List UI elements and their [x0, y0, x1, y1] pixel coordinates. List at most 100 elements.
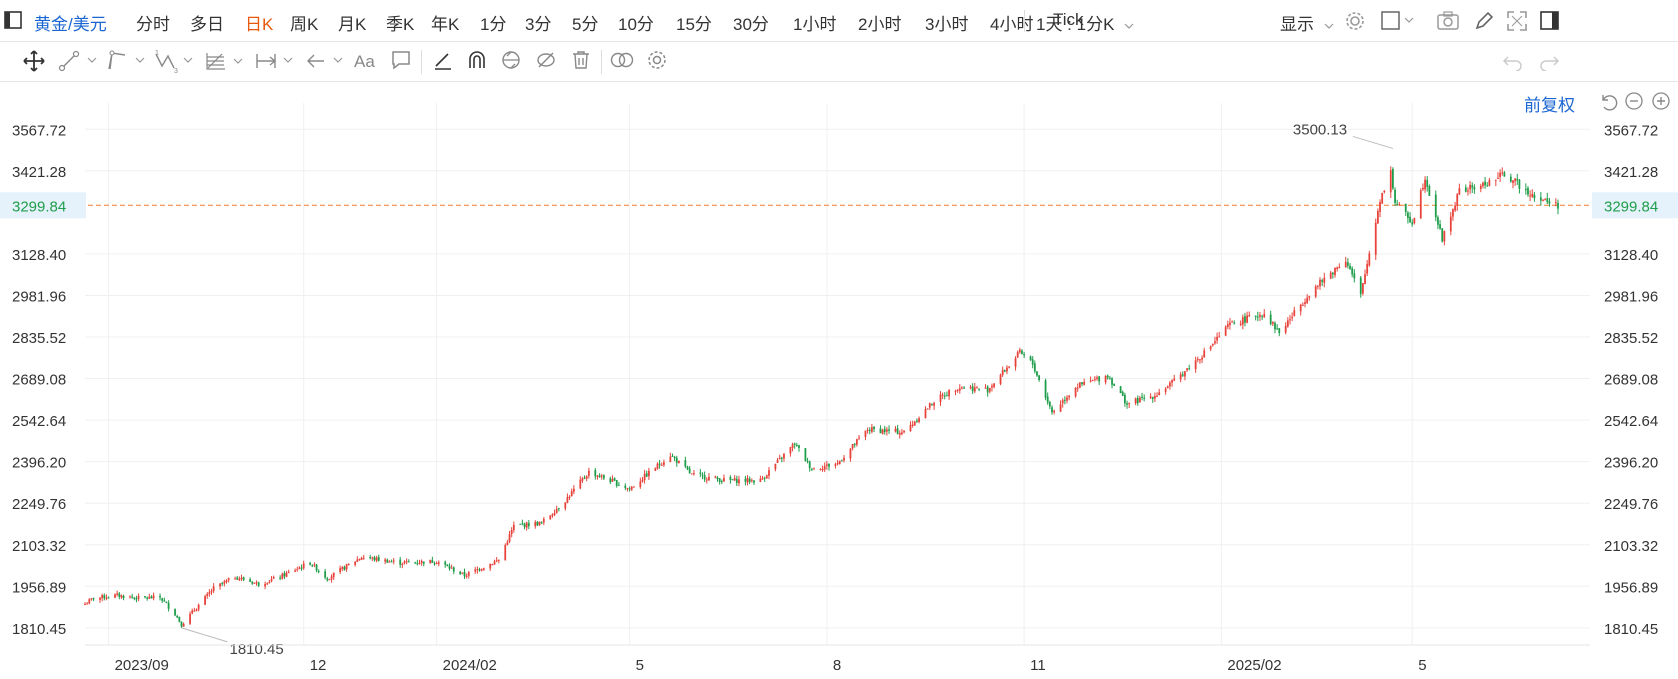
candle-body — [225, 580, 228, 583]
candle-body — [478, 569, 481, 571]
period-tab[interactable]: 3小时 — [925, 15, 969, 34]
candle-body — [1482, 182, 1484, 187]
candle-body — [978, 388, 980, 390]
candle-body — [1134, 398, 1137, 404]
period-tab[interactable]: 15分 — [676, 15, 712, 34]
candle-body — [969, 387, 972, 389]
pen-icon[interactable] — [432, 50, 454, 72]
trend-line-icon[interactable] — [58, 50, 102, 72]
display-dropdown[interactable]: 显示 — [1280, 10, 1335, 35]
adjust-type-button[interactable]: 前复权 — [1524, 96, 1575, 115]
candle-body — [255, 582, 258, 584]
fullscreen-icon[interactable] — [1506, 10, 1528, 32]
candle-body — [1441, 228, 1444, 242]
layout-icon[interactable] — [1381, 10, 1415, 32]
candle-body — [1396, 203, 1399, 206]
period-tab[interactable]: 10分 — [618, 15, 654, 34]
period-tab[interactable]: 1小时 — [793, 15, 837, 34]
trash-icon[interactable] — [570, 49, 592, 71]
candle-body — [270, 579, 273, 582]
candle-body — [131, 596, 134, 598]
candle-body — [941, 394, 944, 396]
sidebar-toggle-icon[interactable] — [4, 11, 22, 29]
candle-body — [339, 568, 342, 573]
candle-body — [1154, 396, 1156, 399]
text-icon[interactable]: Aa — [354, 50, 378, 72]
fibonacci-icon[interactable] — [204, 49, 248, 73]
lock-icon[interactable] — [500, 49, 522, 71]
candle-body — [1233, 322, 1236, 324]
y-tick-label: 2542.64 — [1604, 413, 1658, 430]
candle-body — [984, 387, 987, 389]
candle-body — [885, 429, 888, 432]
period-tab[interactable]: 年K — [431, 15, 460, 34]
arrow-icon[interactable] — [304, 50, 348, 72]
candle-body — [630, 486, 633, 490]
candle-body — [332, 572, 335, 578]
undo-icon[interactable] — [1502, 51, 1524, 71]
candle-body — [673, 456, 676, 459]
pencil-icon[interactable] — [1473, 10, 1495, 32]
candle-body — [909, 425, 912, 432]
compare-icon[interactable] — [610, 49, 636, 71]
panel-toggle-icon[interactable] — [1540, 11, 1560, 31]
candle-body — [371, 557, 374, 559]
candle-body — [881, 429, 884, 434]
settings-icon[interactable] — [646, 49, 668, 71]
candle-body — [178, 616, 181, 622]
candle-body — [825, 464, 828, 466]
period-tab[interactable]: 2小时 — [858, 15, 902, 34]
period-tab[interactable]: Tick — [1053, 10, 1084, 29]
svg-text:3299.84: 3299.84 — [1604, 198, 1658, 215]
hide-icon[interactable] — [535, 49, 557, 71]
move-icon[interactable] — [22, 49, 46, 73]
period-setting-dropdown[interactable]: 1天 : 1分K — [1036, 10, 1135, 35]
period-tab[interactable]: 5分 — [572, 15, 599, 34]
redo-icon[interactable] — [1538, 51, 1560, 71]
period-tab[interactable]: 1分 — [480, 15, 507, 34]
period-tab[interactable]: 周K — [290, 15, 319, 34]
candle-body — [345, 564, 348, 570]
period-tab[interactable]: 30分 — [733, 15, 769, 34]
candle-body — [1059, 404, 1062, 412]
period-tab[interactable]: 分时 — [136, 15, 170, 34]
candle-body — [1353, 273, 1356, 279]
channel-icon[interactable] — [106, 50, 150, 72]
period-tab[interactable]: 多日 — [190, 15, 224, 34]
note-icon[interactable] — [390, 49, 412, 71]
candle-body — [1471, 185, 1474, 188]
period-tab[interactable]: 季K — [386, 15, 415, 34]
candle-body — [1271, 321, 1274, 324]
candle-body — [315, 564, 318, 571]
candle-body — [1289, 319, 1291, 321]
candle-body — [540, 522, 543, 524]
candle-body — [146, 597, 149, 599]
y-tick-label: 3567.72 — [12, 122, 66, 139]
camera-icon[interactable] — [1436, 10, 1460, 32]
reset-icon[interactable] — [1598, 91, 1618, 111]
period-tab[interactable]: 3分 — [525, 15, 552, 34]
candle-body — [240, 577, 243, 580]
zoom-in-icon[interactable] — [1651, 91, 1671, 111]
period-tab[interactable]: 日K — [245, 15, 274, 34]
candle-body — [223, 581, 226, 584]
magnet-icon[interactable] — [466, 49, 488, 71]
price-chart[interactable]: 1810.45 3500.13 1810.45 1956.89 2103.32 2249… — [0, 85, 1678, 679]
y-axis-left: 1810.45 1956.89 2103.32 2249.76 2396.20 2542.… — [12, 122, 66, 638]
zoom-out-icon[interactable] — [1624, 91, 1644, 111]
symbol-selector[interactable]: 黄金/美元 — [34, 15, 107, 34]
x-tick-label: 5 — [1418, 657, 1426, 674]
gear-icon[interactable] — [1344, 10, 1366, 32]
candle-body — [750, 480, 753, 482]
candle-body — [1323, 277, 1326, 283]
period-tab[interactable]: 月K — [338, 15, 367, 34]
measure-icon[interactable] — [254, 50, 298, 72]
candle-body — [806, 460, 809, 462]
period-tab[interactable]: 4小时 — [990, 15, 1034, 34]
candle-body — [708, 476, 710, 481]
candle-body — [765, 475, 768, 479]
candle-body — [1093, 378, 1096, 380]
candle-body — [1123, 394, 1126, 404]
candle-body — [504, 545, 507, 561]
